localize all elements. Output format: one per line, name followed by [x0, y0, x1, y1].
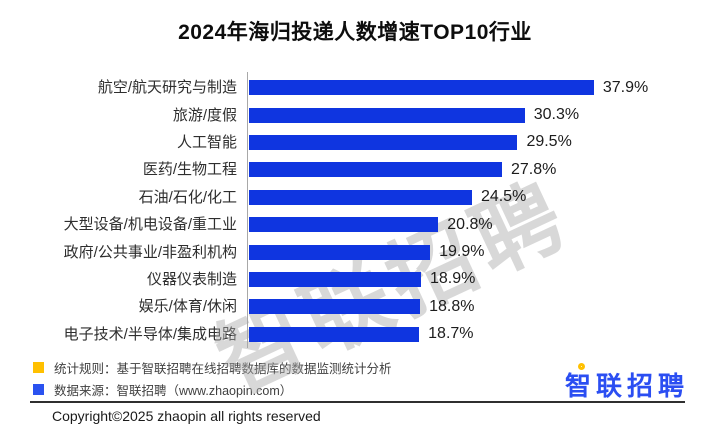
value-label: 18.8% — [429, 297, 475, 315]
bar-row: 大型设备/机电设备/重工业 20.8% — [0, 211, 710, 238]
bar-row: 仪器仪表制造 18.9% — [0, 266, 710, 293]
value-label: 18.9% — [429, 270, 476, 288]
bar-row: 娱乐/体育/休闲 18.8% — [0, 293, 710, 320]
footnote-data-source: 数据来源：智联招聘（www.zhaopin.com） — [33, 380, 392, 399]
bar — [249, 217, 439, 233]
bar — [249, 107, 525, 123]
value-label: 18.7% — [428, 325, 474, 343]
category-label: 仪器仪表制造 — [146, 270, 237, 288]
category-label: 航空/航天研究与制造 — [97, 79, 237, 97]
value-label: 29.5% — [526, 133, 572, 151]
value-label: 37.9% — [602, 78, 649, 96]
footer-divider — [30, 401, 685, 403]
page-title: 2024年海归投递人数增速TOP10行业 — [178, 21, 532, 44]
value-label: 30.3% — [533, 106, 580, 124]
zhaopin-logo: 智联招聘 — [565, 363, 689, 401]
footnote-statistics-rule: 统计规则：基于智联招聘在线招聘数据库的数据监测统计分析 — [33, 358, 392, 377]
value-label: 24.5% — [480, 188, 527, 206]
footnotes: 统计规则：基于智联招聘在线招聘数据库的数据监测统计分析 数据来源：智联招聘（ww… — [33, 358, 392, 402]
footnote-text: 统计规则：基于智联招聘在线招聘数据库的数据监测统计分析 — [54, 362, 392, 376]
bar-chart: 智联招聘 航空/航天研究与制造 37.9% 旅游/度假 30.3% 人工智能 2… — [0, 72, 710, 411]
bar — [249, 134, 518, 150]
legend-square-blue-icon — [33, 384, 44, 395]
bar-row: 电子技术/半导体/集成电路 18.7% — [0, 321, 710, 348]
category-label: 娱乐/体育/休闲 — [138, 298, 237, 316]
category-label: 石油/石化/化工 — [138, 188, 237, 206]
bar-rows: 航空/航天研究与制造 37.9% 旅游/度假 30.3% 人工智能 29.5% … — [0, 74, 710, 348]
footnote-text: 数据来源：智联招聘（www.zhaopin.com） — [54, 384, 293, 398]
bar-row: 旅游/度假 30.3% — [0, 101, 710, 128]
category-label: 大型设备/机电设备/重工业 — [63, 216, 237, 234]
value-label: 20.8% — [447, 215, 493, 233]
y-axis-line — [247, 72, 248, 348]
category-label: 医药/生物工程 — [142, 161, 237, 179]
category-label: 电子技术/半导体/集成电路 — [63, 325, 237, 343]
legend-square-yellow-icon — [33, 362, 44, 373]
logo-ring-icon — [578, 363, 585, 370]
bar — [249, 80, 594, 96]
value-label: 19.9% — [439, 243, 485, 261]
bar-row: 人工智能 29.5% — [0, 129, 710, 156]
category-label: 人工智能 — [176, 133, 237, 151]
bar — [249, 299, 421, 315]
logo-text: 智联招聘 — [565, 371, 690, 401]
bar — [249, 189, 472, 205]
copyright-text: Copyright©2025 zhaopin all rights reserv… — [52, 408, 321, 424]
category-label: 旅游/度假 — [172, 106, 237, 124]
bar — [249, 244, 431, 260]
bar-row: 医药/生物工程 27.8% — [0, 156, 710, 183]
bar — [249, 326, 420, 342]
category-label: 政府/公共事业/非盈利机构 — [63, 243, 237, 261]
value-label: 27.8% — [510, 160, 557, 178]
bar-row: 政府/公共事业/非盈利机构 19.9% — [0, 238, 710, 265]
bar — [249, 162, 502, 178]
bar-row: 航空/航天研究与制造 37.9% — [0, 74, 710, 101]
bar-row: 石油/石化/化工 24.5% — [0, 184, 710, 211]
bar — [249, 271, 421, 287]
